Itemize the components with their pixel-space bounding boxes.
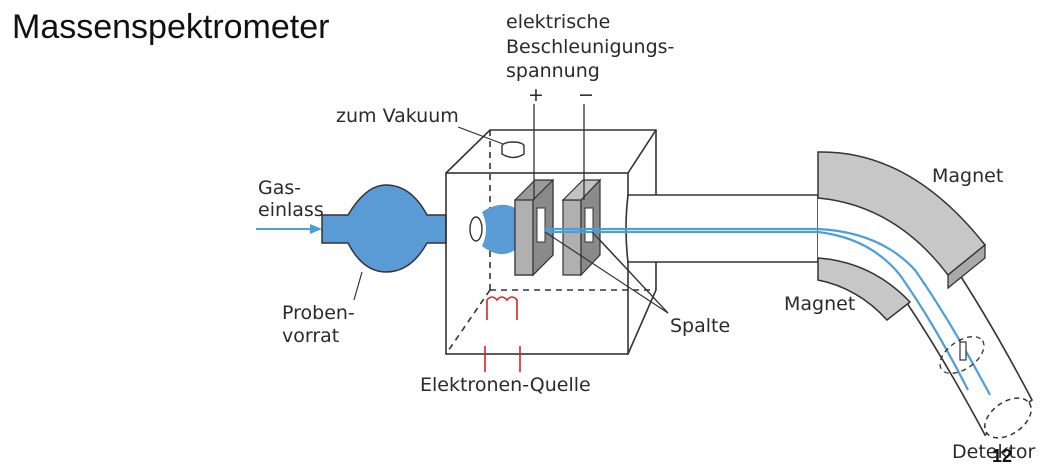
accel-voltage-label-2: Beschleunigungs- bbox=[506, 36, 675, 58]
accelerator-plate-positive bbox=[514, 178, 554, 277]
gas-inlet-arrow bbox=[256, 224, 322, 234]
vacuum-port bbox=[501, 141, 525, 159]
sample-label-1: Proben- bbox=[282, 302, 355, 324]
slit-leader-lines bbox=[544, 231, 669, 314]
minus-label: − bbox=[578, 84, 594, 106]
plus-label: + bbox=[528, 84, 544, 106]
magnet-top-label: Magnet bbox=[932, 165, 1004, 187]
magnet-top-side bbox=[947, 243, 986, 290]
sample-label-2: vorrat bbox=[282, 325, 340, 347]
detector-label: Detektor bbox=[952, 441, 1036, 463]
gas-inlet-label-1: Gas- bbox=[258, 177, 302, 199]
vacuum-label: zum Vakuum bbox=[336, 105, 459, 127]
gas-inlet-label-2: einlass bbox=[258, 199, 324, 221]
slits-label: Spalte bbox=[670, 315, 731, 337]
page-number: 12 bbox=[992, 446, 1013, 466]
electron-source-label: Elektronen-Quelle bbox=[420, 374, 591, 396]
ionization-chamber bbox=[445, 129, 657, 355]
sample-leader-line bbox=[353, 271, 363, 301]
electron-source-filament bbox=[484, 296, 521, 372]
chamber-inlet-opening bbox=[469, 216, 483, 242]
magnet-bottom bbox=[817, 257, 912, 322]
ion-beams bbox=[545, 227, 991, 396]
page-title: Massenspektrometer bbox=[12, 8, 330, 46]
magnet-bottom-label: Magnet bbox=[784, 293, 856, 315]
detector bbox=[939, 335, 1032, 439]
sample-reservoir bbox=[321, 184, 447, 273]
ion-cloud bbox=[482, 204, 522, 255]
accel-voltage-label-1: elektrische bbox=[506, 11, 611, 33]
accelerator-plate-negative bbox=[561, 178, 602, 277]
vacuum-leader-line bbox=[457, 126, 504, 145]
accel-voltage-label-3: spannung bbox=[506, 60, 600, 82]
